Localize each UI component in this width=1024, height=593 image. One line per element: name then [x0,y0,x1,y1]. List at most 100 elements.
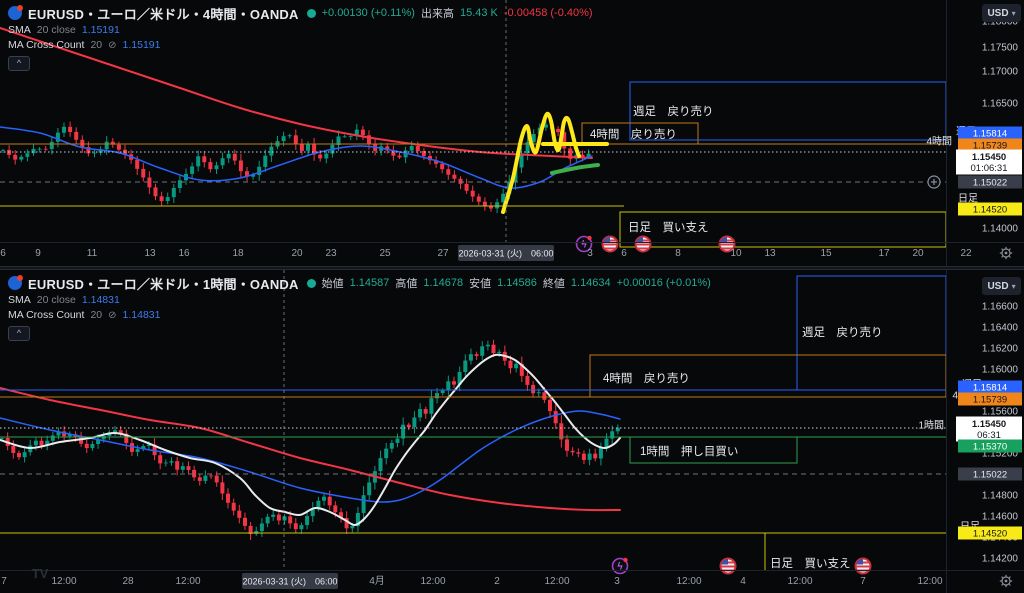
indicator-row-ma-cross[interactable]: MA Cross Count 20 ⊘ 1.15191 [8,39,161,51]
h1-buy-zone-label: 1時間 押し目買い [640,444,738,458]
h4-sell-zone[interactable]: 4時間 戻り売り [581,122,699,145]
daily-support-zone[interactable]: 日足 買い支え [619,211,947,248]
panel-divider[interactable] [0,266,1024,270]
lightning-event-icon[interactable]: ϟ [611,557,629,575]
time-axis-label: 7 [860,576,866,587]
time-axis-label: 4月 [369,575,385,587]
crosshair-date-badge: 2026-03-31 (火) 06:00 [458,245,554,261]
weekly-sell-zone[interactable]: 週足 戻り売り [796,275,947,391]
market-status-dot [306,8,316,18]
time-axis-label: 16 [178,248,190,259]
time-axis-label: 27 [437,248,449,259]
weekly-sell-zone[interactable]: 週足 戻り売り [629,81,947,141]
crosshair-date-text: 2026-03-31 (火) 06:00 [242,577,337,587]
time-axis-label: 12:00 [917,576,942,587]
bar-change-value: -0.00458 (-0.40%) [503,7,593,19]
crosshair-date-badge: 2026-03-31 (火) 06:00 [242,573,338,589]
indicator-row-ma-cross[interactable]: MA Cross Count 20 ⊘ 1.14831 [8,309,161,321]
symbol-logo-icon[interactable] [8,5,23,20]
change-value: +0.00130 (+0.11%) [321,7,415,19]
chart-header-1h: EURUSD・ユーロ／米ドル・1時間・OANDA 始値 1.14587 高値 1… [8,274,711,341]
volume-label: 出来高 [420,8,454,20]
current-price-line-badge-price: 1.15450 [972,152,1006,163]
gray-dashed-line-price-badge: 1.15022 [958,175,1022,189]
time-axis-label: 13 [144,248,156,259]
slashed-circle-icon: ⊘ [108,39,117,51]
chart-title[interactable]: EURUSD・ユーロ／米ドル・4時間・OANDA [28,6,299,22]
sma-slow-red-line[interactable] [0,27,593,159]
h1-buy-zone[interactable]: 1時間 押し目買い [629,436,798,464]
h4-line-badge-price: 1.15739 [973,395,1007,406]
current-price-line-badge-countdown: 01:06:31 [971,163,1008,174]
tradingview-logo[interactable]: TV [32,566,49,581]
price-tick-label: 1.16200 [982,344,1019,355]
time-axis-label: 18 [232,248,244,259]
price-tick-label: 1.14600 [982,512,1019,523]
close-value: 1.14634 [570,277,611,289]
time-axis-label: 3 [614,576,620,587]
weekly-sell-zone-label: 週足 戻り売り [802,326,883,339]
us-flag-event-icon[interactable] [634,235,652,253]
current-price-line-badge-countdown: 06:31 [977,430,1001,441]
time-axis-label: 6 [621,248,627,259]
h4-line-price-badge: 1.15739 [958,392,1022,406]
chart-header-4h: EURUSD・ユーロ／米ドル・4時間・OANDA +0.00130 (+0.11… [8,4,593,71]
h4-sell-zone-label: 4時間 戻り売り [590,128,677,141]
price-tick-label: 1.14000 [982,224,1019,235]
gray-dashed-line-price-badge: 1.15022 [958,467,1022,481]
time-axis-label: 12:00 [420,576,445,587]
market-status-dot [306,278,316,288]
chevron-down-icon: ▾ [1011,8,1016,18]
volume-value: 15.43 K [459,7,498,19]
time-axis-label: 9 [35,248,41,259]
gear-icon[interactable] [999,246,1013,260]
time-axis-label: 25 [379,248,391,259]
candles-series [1,119,591,214]
weekly-line-badge-price: 1.15814 [973,129,1007,140]
symbol-logo-icon[interactable] [8,275,23,290]
sma-20-white-line[interactable] [0,353,621,527]
high-label: 高値 [395,278,418,290]
price-tick-label: 1.16000 [982,365,1019,376]
price-tick-label: 1.15200 [982,449,1019,460]
currency-toggle-button[interactable]: USD ▾ [982,4,1021,22]
sma-slow-red-line[interactable] [0,387,621,512]
weekly-line-badge-price: 1.15814 [973,383,1007,394]
ma-blue-line[interactable] [0,410,621,503]
us-flag-event-icon[interactable] [854,557,872,575]
indicator-row-sma[interactable]: SMA 20 close 1.14831 [8,294,120,306]
gray-dashed-line[interactable] [0,175,946,189]
daily-support-zone[interactable]: 日足 買い支え [764,533,851,570]
open-label: 始値 [321,278,344,290]
price-tick-label: 1.15600 [982,407,1019,418]
chart-title[interactable]: EURUSD・ユーロ／米ドル・1時間・OANDA [28,276,299,292]
currency-toggle-button[interactable]: USD ▾ [982,277,1021,295]
yellow-zigzag-arrow[interactable] [501,111,581,214]
collapse-panel-button[interactable]: ^ [8,56,30,71]
indicator-row-sma[interactable]: SMA 20 close 1.15191 [8,24,120,36]
slashed-circle-icon: ⊘ [108,309,117,321]
green-support-arrow[interactable] [550,163,600,175]
collapse-panel-button[interactable]: ^ [8,326,30,341]
daily-line-badge-price: 1.14520 [973,529,1007,540]
lightning-event-icon[interactable]: ϟ [575,235,593,253]
price-tick-label: 1.16500 [982,99,1019,110]
high-value: 1.14678 [423,277,464,289]
h4-sell-zone[interactable]: 4時間 戻り売り [589,354,947,398]
us-flag-event-icon[interactable] [601,235,619,253]
open-value: 1.14587 [349,277,390,289]
current-price-line-badge-price: 1.15450 [972,419,1006,430]
us-flag-event-icon[interactable] [718,235,736,253]
time-axis-label: 12:00 [51,576,76,587]
candles-series [0,339,620,540]
gear-icon[interactable] [999,574,1013,588]
time-axis-label: 12:00 [787,576,812,587]
add-alert-plus-icon[interactable] [927,175,941,189]
daily-support-zone-label: 日足 買い支え [770,557,851,570]
us-flag-event-icon[interactable] [719,557,737,575]
time-axis-label: 2 [494,576,500,587]
